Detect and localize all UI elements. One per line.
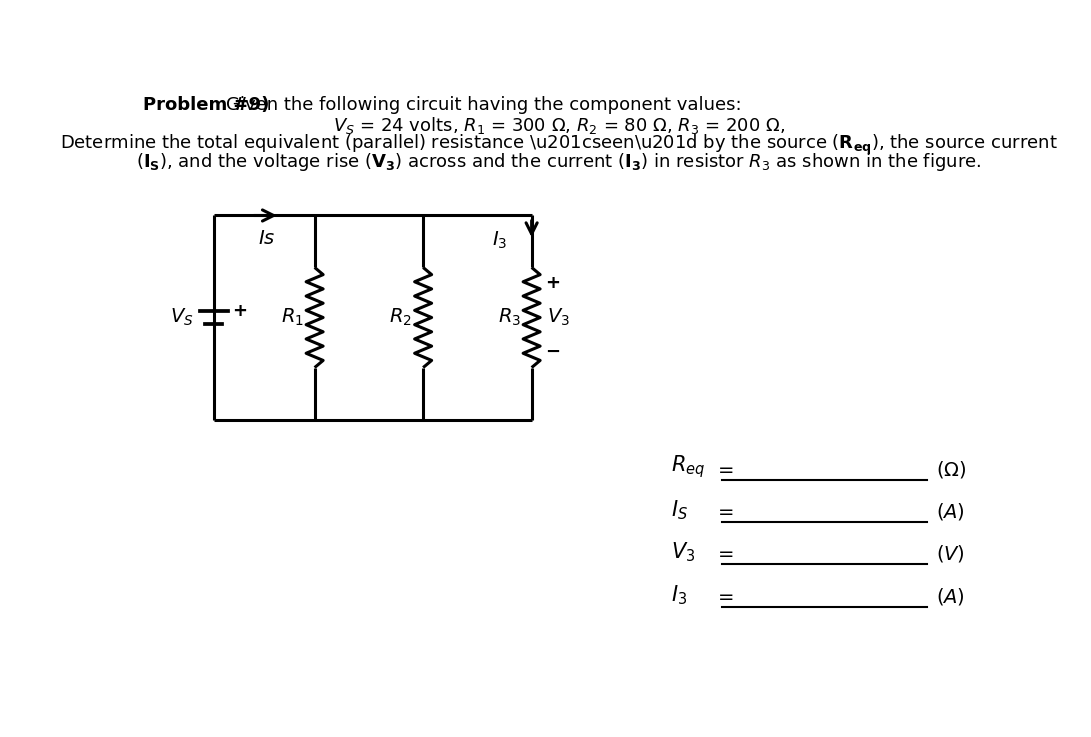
Text: +: + xyxy=(231,301,247,320)
Text: $R_1$: $R_1$ xyxy=(280,307,303,328)
Text: $V_S$ = 24 volts, $R_1$ = 300 $\Omega$, $R_2$ = 80 $\Omega$, $R_3$ = 200 $\Omega: $V_S$ = 24 volts, $R_1$ = 300 $\Omega$, … xyxy=(333,115,784,136)
Text: $Is$: $Is$ xyxy=(257,229,275,248)
Text: =: = xyxy=(718,545,734,565)
Text: $R_{eq}$: $R_{eq}$ xyxy=(671,453,706,480)
Text: $I_S$: $I_S$ xyxy=(671,498,688,522)
Text: $I_3$: $I_3$ xyxy=(492,229,507,251)
Text: $R_2$: $R_2$ xyxy=(389,307,412,328)
Text: =: = xyxy=(718,503,734,522)
Text: =: = xyxy=(718,461,734,480)
Text: $V_S$: $V_S$ xyxy=(170,307,194,328)
Text: +: + xyxy=(546,273,561,292)
Text: $(A)$: $(A)$ xyxy=(936,501,966,522)
Text: ($\mathbf{I_S}$), and the voltage rise ($\mathbf{V_3}$) across and the current (: ($\mathbf{I_S}$), and the voltage rise (… xyxy=(136,151,982,172)
Text: $V_3$: $V_3$ xyxy=(547,307,570,328)
Text: Given the following circuit having the component values:: Given the following circuit having the c… xyxy=(226,96,741,114)
Text: −: − xyxy=(546,343,561,361)
Text: Problem #9): Problem #9) xyxy=(143,96,269,114)
Text: $R_3$: $R_3$ xyxy=(497,307,520,328)
Text: $(A)$: $(A)$ xyxy=(936,586,966,607)
Text: $I_3$: $I_3$ xyxy=(671,583,687,607)
Text: $(V)$: $(V)$ xyxy=(936,543,966,565)
Text: =: = xyxy=(718,587,734,607)
Text: $(\Omega)$: $(\Omega)$ xyxy=(936,458,967,480)
Text: $V_3$: $V_3$ xyxy=(671,541,695,565)
Text: Determine the total equivalent (parallel) resistance \u201cseen\u201d by the sou: Determine the total equivalent (parallel… xyxy=(60,133,1057,157)
